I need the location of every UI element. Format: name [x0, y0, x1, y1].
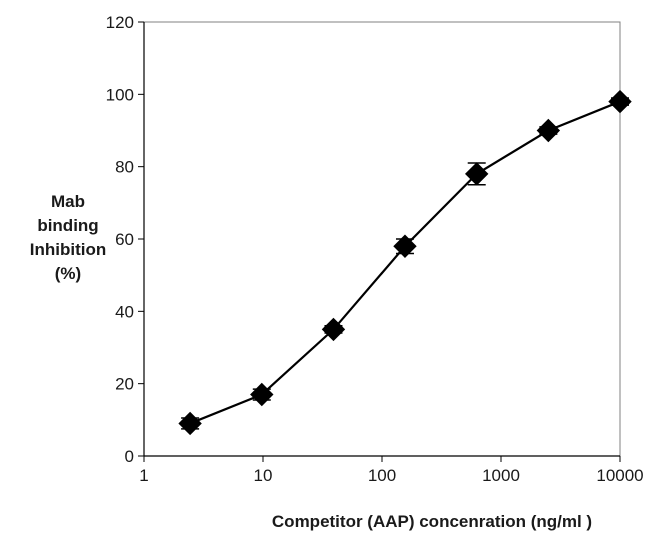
data-point: [178, 411, 202, 436]
y-tick-label: 100: [106, 85, 134, 104]
y-tick-label: 60: [115, 230, 134, 249]
y-tick-label: 20: [115, 375, 134, 394]
y-axis-title-line: binding: [37, 216, 98, 235]
data-point: [250, 382, 274, 407]
y-axis-ticks: 0 20 40 60 80 100 120: [106, 13, 145, 466]
series-layer: [178, 89, 632, 436]
x-tick-label: 100: [368, 466, 396, 485]
data-point: [465, 162, 489, 186]
plot-area: [143, 21, 621, 457]
x-axis-ticks: 1 10 100 1000 10000: [139, 455, 644, 485]
y-axis-title: Mab binding Inhibition (%): [30, 192, 106, 283]
data-point: [321, 317, 346, 342]
y-tick-label: 40: [115, 302, 134, 321]
y-tick-label: 0: [125, 447, 134, 466]
y-axis-title-line: (%): [55, 264, 81, 283]
x-tick-label: 10000: [596, 466, 643, 485]
x-tick-label: 1: [139, 466, 148, 485]
x-tick-label: 10: [254, 466, 273, 485]
y-axis-title-line: Inhibition: [30, 240, 106, 259]
data-point: [608, 89, 632, 114]
y-axis-title-line: Mab: [51, 192, 85, 211]
data-point: [393, 234, 417, 258]
x-axis-title: Competitor (AAP) concenration (ng/ml ): [272, 512, 592, 531]
y-tick-label: 120: [106, 13, 134, 32]
data-point: [536, 118, 561, 143]
series-line: [189, 100, 621, 425]
x-tick-label: 1000: [482, 466, 520, 485]
y-tick-label: 80: [115, 158, 134, 177]
